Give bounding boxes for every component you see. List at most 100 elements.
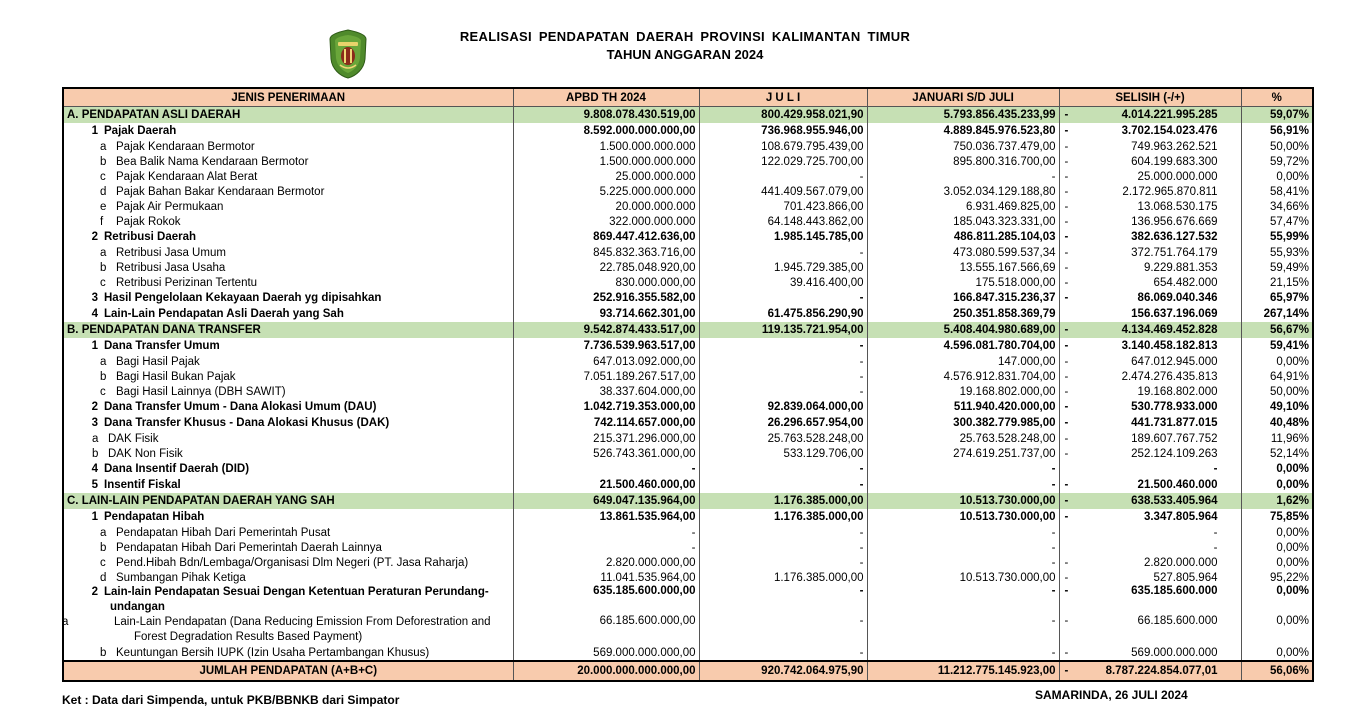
percent-value: 59,07%: [1240, 106, 1314, 123]
selisih-cell: - 569.000.000.000: [1058, 645, 1242, 661]
percent-value: 0,00%: [1240, 461, 1314, 477]
row-label: 2 Lain-lain Pendapatan Sesuai Dengan Kete…: [62, 585, 514, 615]
negative-marker: -: [1064, 479, 1069, 491]
juli-value: -: [698, 354, 868, 369]
selisih-value: -: [1213, 463, 1218, 475]
negative-marker: -: [1064, 324, 1069, 336]
negative-marker: -: [1064, 292, 1069, 304]
januari-juli-value: 10.513.730.000,00: [866, 509, 1060, 525]
apbd-value: 1.042.719.353.000,00: [512, 399, 700, 415]
selisih-value: 25.000.000.000: [1137, 170, 1218, 183]
juli-value: 1.176.385.000,00: [698, 493, 868, 509]
percent-value: 65,97%: [1240, 290, 1314, 306]
row-label-text: A. PENDAPATAN ASLI DAERAH: [67, 109, 241, 121]
table-row: b DAK Non Fisik 526.743.361.000,00 533.129.…: [62, 446, 1314, 461]
row-label: d Sumbangan Pihak Ketiga: [62, 570, 514, 585]
row-number: b: [100, 155, 107, 168]
juli-value: 108.679.795.439,00: [698, 139, 868, 154]
row-number: b: [100, 541, 107, 554]
row-label-text: Pajak Bahan Bakar Kendaraan Bermotor: [116, 185, 325, 198]
juli-value: -: [698, 555, 868, 570]
percent-value: 56,06%: [1240, 660, 1314, 681]
table-row: 5 Insentif Fiskal 21.500.460.000,00- - -21.5…: [62, 477, 1314, 493]
table-row: d Pajak Bahan Bakar Kendaraan Bermotor 5.2…: [62, 184, 1314, 199]
selisih-value: 635.185.600.000: [1131, 585, 1218, 597]
selisih-value: 2.820.000.000: [1143, 556, 1218, 569]
juli-value: 800.429.958.021,90: [698, 106, 868, 123]
juli-value: 122.029.725.700,00: [698, 154, 868, 169]
negative-marker: -: [1064, 231, 1069, 243]
apbd-value: 11.041.535.964,00: [512, 570, 700, 585]
table-row: 1 Pajak Daerah 8.592.000.000.000,00 736.968…: [62, 123, 1314, 139]
apbd-value: 526.743.361.000,00: [512, 446, 700, 461]
selisih-cell: - 372.751.764.179: [1058, 245, 1242, 260]
row-number: 2: [91, 231, 98, 243]
apbd-value: 8.592.000.000.000,00: [512, 123, 700, 139]
row-label: 4 Dana Insentif Daerah (DID): [62, 461, 514, 477]
apbd-value: 830.000.000,00: [512, 275, 700, 290]
apbd-value: 66.185.600.000,00: [512, 615, 700, 645]
selisih-cell: - 3.347.805.964: [1058, 509, 1242, 525]
juli-value: 533.129.706,00: [698, 446, 868, 461]
apbd-value: 20.000.000.000.000,00: [512, 660, 700, 681]
apbd-value: 1.500.000.000.000: [512, 154, 700, 169]
negative-marker: -: [1064, 170, 1069, 183]
table-row: a Retribusi Jasa Umum 845.832.363.716,00-4…: [62, 245, 1314, 260]
selisih-cell: - 4.014.221.995.285: [1058, 106, 1242, 123]
row-label: 1 Pendapatan Hibah: [62, 509, 514, 525]
row-number: f: [100, 215, 104, 228]
januari-juli-value: 486.811.285.104,03: [866, 229, 1060, 245]
footnote: Ket : Data dari Simpenda, untuk PKB/BBNK…: [62, 693, 400, 707]
percent-value: 58,41%: [1240, 184, 1314, 199]
table-row: b Bea Balik Nama Kendaraan Bermotor 1.500.…: [62, 154, 1314, 169]
apbd-value: 38.337.604.000,00: [512, 384, 700, 399]
table-row: c Bagi Hasil Lainnya (DBH SAWIT) 38.337.60…: [62, 384, 1314, 399]
selisih-cell: - 3.140.458.182.813: [1058, 338, 1242, 354]
row-label-text: DAK Non Fisik: [108, 447, 183, 460]
selisih-cell: - 530.778.933.000: [1058, 399, 1242, 415]
selisih-cell: - 527.805.964: [1058, 570, 1242, 585]
percent-value: 34,66%: [1240, 199, 1314, 214]
juli-value: 441.409.567.079,00: [698, 184, 868, 199]
table-row: b Bagi Hasil Bukan Pajak 7.051.189.267.517…: [62, 369, 1314, 384]
juli-value: -: [698, 384, 868, 399]
juli-value: 25.763.528.248,00: [698, 431, 868, 446]
row-label: e Pajak Air Permukaan: [62, 199, 514, 214]
negative-marker: -: [1064, 276, 1069, 289]
table-row: b Keuntungan Bersih IUPK (Izin Usaha Pert…: [62, 645, 1314, 661]
province-emblem-logo: [329, 29, 367, 79]
row-label-text: Bagi Hasil Lainnya (DBH SAWIT): [116, 385, 286, 398]
selisih-value: 252.124.109.263: [1131, 447, 1218, 460]
percent-value: 267,14%: [1240, 306, 1314, 322]
table-row: b Retribusi Jasa Usaha 22.785.048.920,00 1.…: [62, 260, 1314, 275]
apbd-value: -: [512, 525, 700, 540]
negative-marker: -: [1064, 370, 1069, 383]
row-label-text: Pendapatan Hibah: [104, 511, 205, 523]
table-row: f Pajak Rokok 322.000.000.000 64.148.443.86…: [62, 214, 1314, 229]
percent-value: 64,91%: [1240, 369, 1314, 384]
juli-value: -: [698, 245, 868, 260]
negative-marker: -: [1064, 140, 1069, 153]
negative-marker: -: [1064, 125, 1069, 137]
januari-juli-value: 274.619.251.737,00: [866, 446, 1060, 461]
selisih-value: 156.637.196.069: [1131, 308, 1218, 320]
juli-value: -: [698, 477, 868, 493]
negative-marker: -: [1064, 556, 1069, 569]
row-number: a: [100, 140, 107, 153]
row-label: a Retribusi Jasa Umum: [62, 245, 514, 260]
selisih-value: 604.199.683.300: [1131, 155, 1218, 168]
juli-value: -: [698, 290, 868, 306]
selisih-value: 2.172.965.870.811: [1122, 185, 1218, 198]
row-label: b DAK Non Fisik: [62, 446, 514, 461]
row-label-text: Pajak Rokok: [116, 215, 181, 228]
row-number: b: [100, 370, 107, 383]
place-date: SAMARINDA, 26 JULI 2024: [1035, 688, 1188, 702]
negative-marker: -: [1064, 511, 1069, 523]
row-label-text: Bagi Hasil Pajak: [116, 355, 200, 368]
row-label-text: Dana Transfer Umum: [104, 340, 220, 352]
percent-value: 0,00%: [1240, 540, 1314, 555]
row-label: c Pajak Kendaraan Alat Berat: [62, 169, 514, 184]
selisih-value: 136.956.676.669: [1131, 215, 1218, 228]
selisih-value: 441.731.877.015: [1131, 417, 1218, 429]
table-row: c Pend.Hibah Bdn/Lembaga/Organisasi Dlm N…: [62, 555, 1314, 570]
